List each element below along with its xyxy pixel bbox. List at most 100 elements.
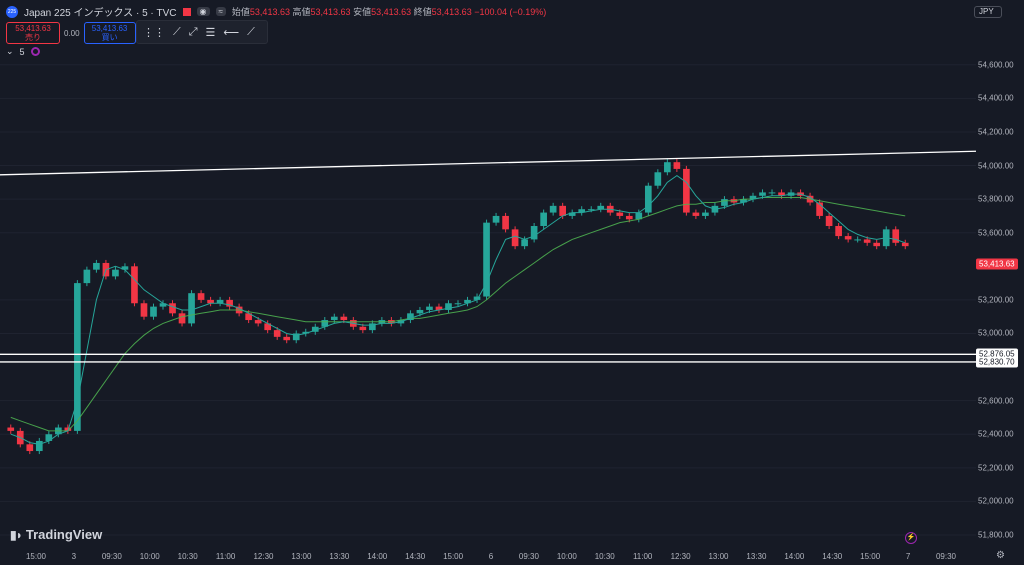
trend-line-icon[interactable]: ⟋ <box>173 25 181 38</box>
candle-body <box>740 199 747 203</box>
candle-body <box>778 192 785 196</box>
time-tick-label: 15:00 <box>443 552 464 561</box>
candle-body <box>407 313 414 321</box>
candle-body <box>311 326 319 332</box>
candle-body <box>369 323 376 331</box>
candle-body <box>178 313 186 324</box>
spread-value: 0.00 <box>64 28 80 38</box>
sell-label: 売り <box>25 33 41 42</box>
candle-body <box>568 212 576 216</box>
buy-price: 53,413.63 <box>91 24 128 33</box>
candle-body <box>64 427 72 431</box>
candle-body <box>83 269 91 284</box>
candle-body <box>226 299 233 307</box>
horizontal-lines[interactable] <box>0 353 976 363</box>
time-tick-label: 11:00 <box>215 552 236 561</box>
trade-panel: 53,413.63 売り 0.00 53,413.63 買い <box>6 22 136 44</box>
time-tick-label: 13:00 <box>291 552 312 561</box>
price-tick-label: 51,800.00 <box>978 530 1014 540</box>
candle-body <box>816 202 823 216</box>
open-value: 53,413.63 <box>249 7 290 17</box>
drawing-toolbar: ⋮⋮ ⟋ ⤢ ☰ ⟵ ⟋ <box>136 20 268 44</box>
candle-body <box>245 313 252 321</box>
drag-handle-icon[interactable]: ⋮⋮ <box>143 26 165 39</box>
candle-body <box>863 239 871 243</box>
horizontal-line-price-tag: 52,876.05 <box>976 348 1018 360</box>
candle-body <box>844 236 852 240</box>
candle-body <box>549 205 557 213</box>
close-label: 終値 <box>413 7 432 17</box>
candle-body <box>35 440 43 452</box>
time-tick-label: 7 <box>905 552 911 561</box>
time-tick-label: 15:00 <box>25 552 47 561</box>
time-tick-label: 12:30 <box>670 552 691 561</box>
candle-body <box>749 195 757 200</box>
candle-body <box>454 303 462 305</box>
candle-body <box>7 427 15 431</box>
ray-icon[interactable]: ⤢ <box>188 25 198 38</box>
candle-body <box>616 212 624 216</box>
candle-body <box>121 266 129 270</box>
time-tick-label: 10:00 <box>139 552 160 561</box>
trend-line[interactable] <box>0 150 977 176</box>
buy-button[interactable]: 53,413.63 買い <box>83 22 136 44</box>
candle-body <box>283 336 291 341</box>
candle-body <box>702 212 709 216</box>
open-label: 始値 <box>231 7 250 17</box>
price-tick-label: 54,600.00 <box>978 60 1014 70</box>
horizontal-ray-icon[interactable]: ⟵ <box>223 26 240 39</box>
indicator-row: ⌄ 5 <box>6 46 40 57</box>
gear-icon[interactable]: ⚙ <box>996 550 1005 561</box>
indicator-length[interactable]: 5 <box>19 46 25 57</box>
logo-text: TradingView <box>25 527 103 542</box>
candle-body <box>587 209 595 211</box>
candle-body <box>530 226 538 240</box>
time-tick-label: 09:30 <box>935 552 957 561</box>
wave-icon[interactable]: ≈ <box>215 7 226 16</box>
price-tick-label: 54,000.00 <box>978 161 1014 171</box>
lightning-icon[interactable]: ⚡ <box>905 532 917 544</box>
candle-body <box>340 316 348 321</box>
candle-body <box>464 299 471 304</box>
price-tick-label: 52,200.00 <box>978 463 1014 473</box>
chevron-down-icon[interactable]: ⌄ <box>6 46 14 56</box>
sell-button[interactable]: 53,413.63 売り <box>6 22 60 44</box>
flag-icon[interactable] <box>182 7 191 16</box>
candle-body <box>273 330 281 337</box>
parallel-channel-icon[interactable]: ☰ <box>205 26 216 39</box>
price-tick-label: 53,000.00 <box>978 328 1014 338</box>
candle-body <box>188 293 195 324</box>
brush-icon[interactable]: ⟋ <box>247 25 255 38</box>
candle-body <box>692 212 700 216</box>
candle-body <box>597 205 605 210</box>
candle-body <box>197 293 205 300</box>
candle-body <box>644 185 652 213</box>
candle-body <box>216 299 224 304</box>
symbol-title[interactable]: Japan 225 インデックス · 5 · TVC <box>24 8 177 19</box>
chart-grid <box>0 64 976 536</box>
high-label: 高値 <box>292 7 311 17</box>
time-tick-label: 10:30 <box>177 552 198 561</box>
eye-icon[interactable]: ◉ <box>196 7 210 16</box>
candle-body <box>93 262 100 270</box>
time-tick-label: 09:30 <box>518 552 539 561</box>
low-value: 53,413.63 <box>371 7 412 17</box>
candle-body <box>254 320 262 324</box>
price-tick-label: 52,000.00 <box>978 496 1014 506</box>
symbol-header: 225 Japan 225 インデックス · 5 · TVC ◉ ≈ 始値53,… <box>6 4 546 19</box>
indicator-settings-icon[interactable] <box>30 47 40 56</box>
currency-select[interactable]: JPY <box>974 6 1002 18</box>
low-label: 安値 <box>353 7 372 17</box>
candle-body <box>759 192 766 196</box>
candle-body <box>654 172 662 186</box>
candle-body <box>359 326 367 331</box>
candle-body <box>45 434 53 441</box>
candle-body <box>502 215 509 230</box>
sell-price: 53,413.63 <box>15 24 51 33</box>
high-value: 53,413.63 <box>310 7 351 17</box>
price-tick-label: 52,600.00 <box>978 396 1014 406</box>
candle-body <box>131 266 138 304</box>
candle-body <box>445 303 452 310</box>
time-tick-label: 14:00 <box>784 552 805 561</box>
